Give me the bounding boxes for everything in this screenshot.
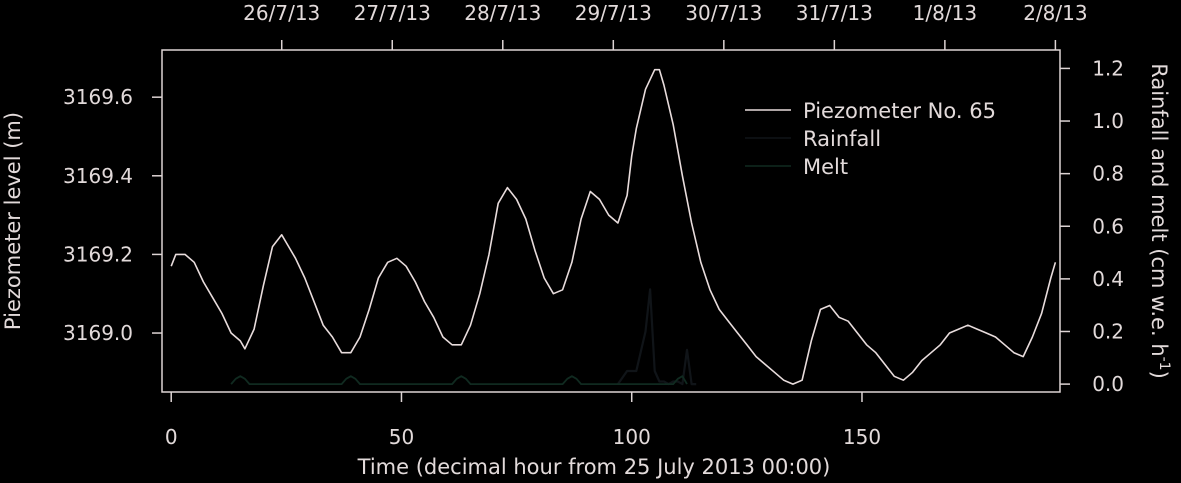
left-tick-label: 3169.4 — [63, 164, 133, 188]
right-tick-label: 0.4 — [1092, 267, 1124, 291]
legend-label-2: Rainfall — [803, 127, 881, 151]
axis-ticks: 0 50 100 150 26/7/13 27/7/13 28/7/13 29/7/13 30/… — [63, 1, 1124, 449]
top-tick-label: 29/7/13 — [575, 1, 652, 25]
right-axis-title-sup: -1 — [1156, 357, 1172, 371]
right-tick-label: 0.0 — [1092, 372, 1124, 396]
right-axis-title-main: Rainfall and melt (cm w.e. h — [1147, 63, 1171, 356]
melt-line — [230, 375, 688, 386]
top-tick-label: 1/8/13 — [913, 1, 977, 25]
right-tick-label: 0.6 — [1092, 214, 1124, 238]
x-tick-label: 50 — [389, 425, 414, 449]
x-axis-title: Time (decimal hour from 25 July 2013 00:… — [357, 455, 831, 479]
x-tick-label: 100 — [613, 425, 651, 449]
top-tick-label: 26/7/13 — [243, 1, 320, 25]
top-tick-label: 28/7/13 — [464, 1, 541, 25]
data-series — [170, 68, 1057, 386]
right-tick-label: 0.2 — [1092, 319, 1124, 343]
top-tick-label: 30/7/13 — [685, 1, 762, 25]
x-tick-label: 0 — [165, 425, 178, 449]
left-tick-label: 3169.2 — [63, 242, 133, 266]
right-tick-label: 1.0 — [1092, 109, 1124, 133]
legend-label-3: Melt — [803, 155, 848, 179]
rainfall-line — [616, 288, 697, 386]
right-axis-title: Rainfall and melt (cm w.e. h-1) — [1147, 63, 1172, 379]
left-tick-label: 3169.6 — [63, 85, 133, 109]
legend: Piezometer No. 65 Rainfall Melt — [745, 99, 996, 179]
left-tick-label: 3169.0 — [63, 321, 133, 345]
top-tick-label: 2/8/13 — [1023, 1, 1087, 25]
top-tick-label: 27/7/13 — [354, 1, 431, 25]
plot-frame — [161, 49, 1061, 393]
top-tick-label: 31/7/13 — [796, 1, 873, 25]
piezometer-line — [170, 68, 1057, 385]
legend-label-1: Piezometer No. 65 — [803, 99, 996, 123]
right-tick-label: 1.2 — [1092, 56, 1124, 80]
x-tick-label: 150 — [843, 425, 881, 449]
right-axis-title-close: ) — [1147, 371, 1171, 379]
left-axis-title: Piezometer level (m) — [1, 112, 25, 330]
right-tick-label: 0.8 — [1092, 162, 1124, 186]
